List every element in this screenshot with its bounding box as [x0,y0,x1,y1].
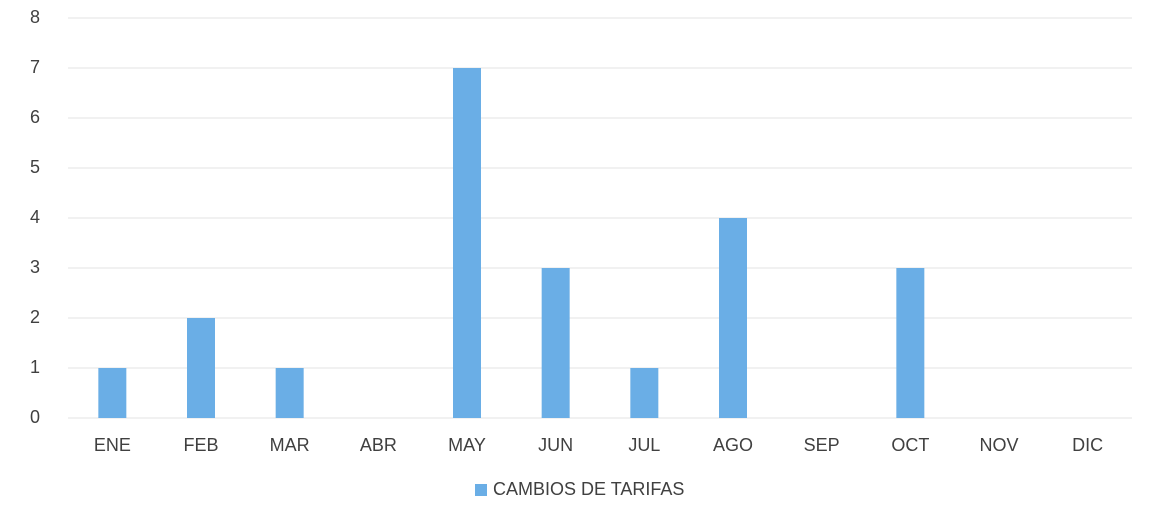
x-tick-label: MAY [448,435,486,455]
bar [98,368,127,418]
y-tick-label: 0 [30,407,40,427]
legend-label: CAMBIOS DE TARIFAS [493,479,684,499]
y-tick-label: 7 [30,57,40,77]
y-tick-label: 4 [30,207,40,227]
bar [187,318,215,418]
y-tick-label: 2 [30,307,40,327]
bar [719,218,747,418]
y-tick-label: 5 [30,157,40,177]
x-tick-label: OCT [891,435,929,455]
x-tick-label: NOV [979,435,1018,455]
bar [275,368,304,418]
bar [541,268,570,418]
bar [453,68,481,418]
x-tick-label: JUL [628,435,660,455]
y-tick-label: 3 [30,257,40,277]
y-tick-label: 1 [30,357,40,377]
x-tick-label: JUN [538,435,573,455]
x-tick-label: MAR [270,435,310,455]
y-tick-label: 8 [30,7,40,27]
x-tick-label: DIC [1072,435,1103,455]
x-tick-label: SEP [804,435,840,455]
x-tick-label: AGO [713,435,753,455]
legend-swatch [475,484,487,496]
x-tick-label: ABR [360,435,397,455]
y-tick-label: 6 [30,107,40,127]
bar [630,368,659,418]
x-tick-label: ENE [94,435,131,455]
bar [896,268,925,418]
x-tick-label: FEB [183,435,218,455]
